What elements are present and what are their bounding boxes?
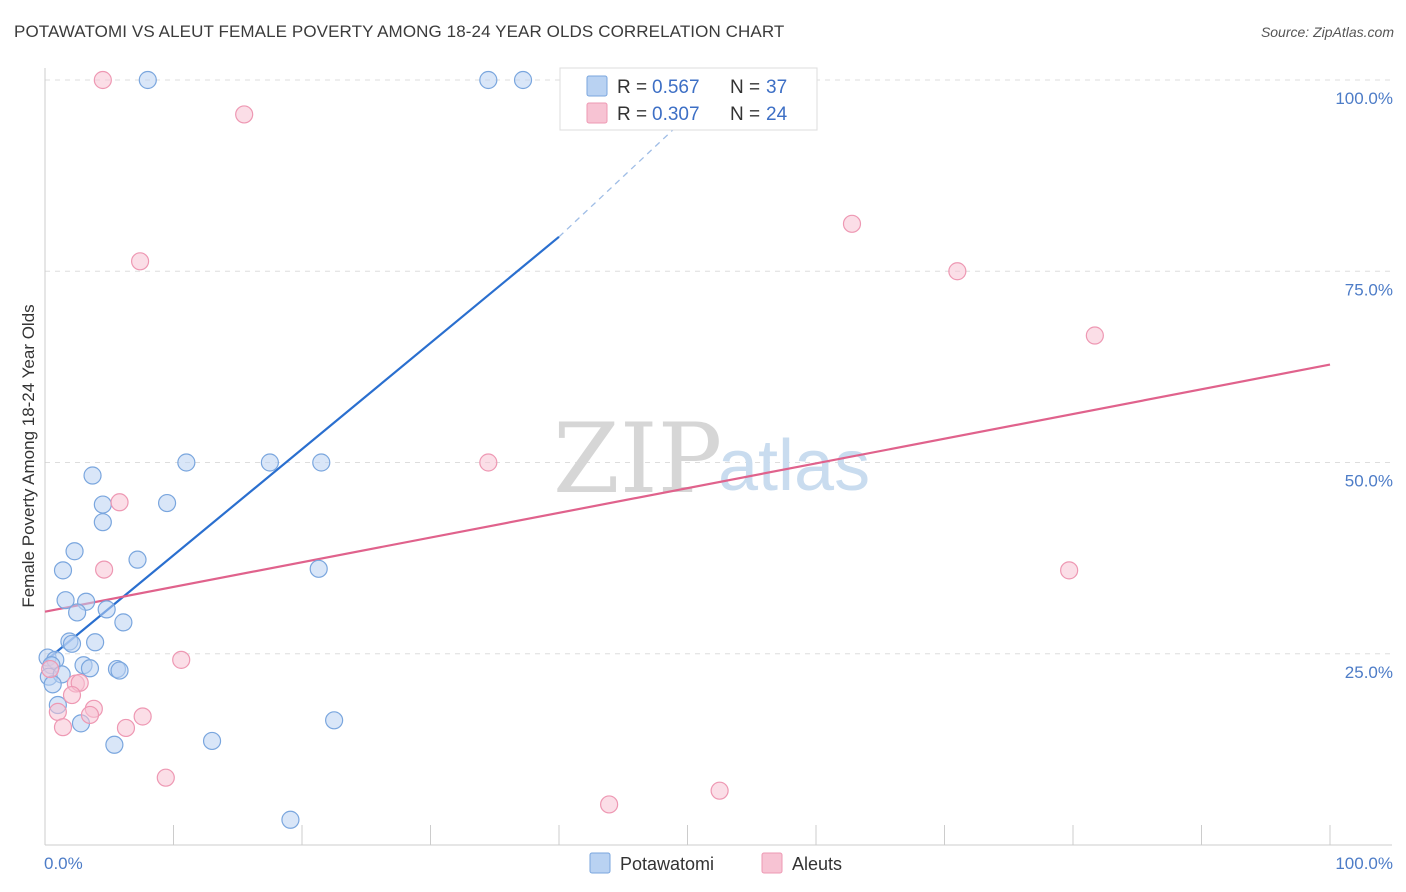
bottom-legend-swatch-aleuts bbox=[761, 852, 783, 874]
potawatomi-point-16 bbox=[68, 603, 87, 622]
y-tick-labels: 25.0% 50.0% 75.0% 100.0% bbox=[1335, 89, 1393, 682]
potawatomi-point-7 bbox=[312, 453, 331, 472]
watermark-atlas: atlas bbox=[718, 426, 870, 506]
aleuts-point-7 bbox=[110, 493, 129, 512]
y-axis-label: Female Poverty Among 18-24 Year Olds bbox=[19, 304, 38, 607]
aleuts-point-20 bbox=[116, 718, 136, 738]
potawatomi-point-12 bbox=[53, 561, 73, 580]
source-label: Source: ZipAtlas.com bbox=[1260, 24, 1394, 40]
potawatomi-trend-line bbox=[44, 235, 560, 663]
stats-legend: R = 0.567 N = 37 R = 0.307 N = 24 bbox=[559, 67, 818, 131]
series-legend: Potawatomi Aleuts bbox=[589, 852, 842, 874]
axes bbox=[44, 68, 1392, 846]
potawatomi-point-28 bbox=[110, 661, 129, 680]
chart-title: POTAWATOMI VS ALEUT FEMALE POVERTY AMONG… bbox=[14, 22, 785, 41]
aleuts-point-19 bbox=[53, 718, 73, 737]
trend-lines bbox=[44, 79, 1331, 663]
potawatomi-point-1 bbox=[479, 70, 498, 90]
potawatomi-point-9 bbox=[93, 513, 112, 532]
aleuts-point-15 bbox=[48, 702, 67, 721]
potawatomi-point-31 bbox=[43, 675, 62, 694]
x-tick-label-0: 0.0% bbox=[44, 854, 83, 873]
legend-swatch-potawatomi bbox=[586, 75, 608, 97]
aleuts-point-17 bbox=[80, 705, 100, 725]
aleuts-point-2 bbox=[130, 252, 150, 271]
potawatomi-point-13 bbox=[309, 559, 328, 578]
bottom-legend-aleuts: Aleuts bbox=[792, 854, 842, 874]
aleuts-point-0 bbox=[93, 70, 112, 90]
aleuts-point-10 bbox=[172, 650, 191, 669]
potawatomi-point-18 bbox=[114, 613, 133, 632]
y-tick-label-2: 75.0% bbox=[1345, 280, 1393, 299]
x-tick-label-1: 100.0% bbox=[1335, 854, 1393, 873]
potawatomi-point-2 bbox=[513, 70, 533, 90]
potawatomi-point-8 bbox=[93, 495, 112, 514]
data-points bbox=[38, 70, 1104, 829]
watermark-zip: ZIP bbox=[553, 403, 722, 515]
potawatomi-point-20 bbox=[62, 634, 82, 653]
aleuts-point-1 bbox=[235, 105, 254, 124]
aleuts-point-18 bbox=[133, 707, 152, 726]
y-tick-label-3: 100.0% bbox=[1335, 89, 1393, 108]
legend-n-label-2: N = bbox=[730, 104, 760, 125]
bottom-legend-potawatomi: Potawatomi bbox=[620, 854, 714, 874]
potawatomi-point-36 bbox=[325, 711, 344, 730]
legend-r-label-2: R = bbox=[617, 104, 647, 125]
legend-r-value-2: 0.307 bbox=[652, 104, 700, 125]
legend-r-value-1: 0.567 bbox=[652, 77, 700, 98]
potawatomi-point-5 bbox=[177, 453, 196, 472]
potawatomi-point-6 bbox=[260, 453, 279, 472]
aleuts-point-9 bbox=[1060, 561, 1079, 580]
x-tick-labels: 0.0% 100.0% bbox=[44, 854, 1393, 873]
potawatomi-point-11 bbox=[128, 550, 147, 569]
potawatomi-point-17 bbox=[97, 600, 116, 619]
y-tick-label-1: 50.0% bbox=[1345, 472, 1393, 491]
potawatomi-point-26 bbox=[80, 659, 100, 678]
aleuts-point-23 bbox=[710, 781, 729, 800]
legend-n-value-1: 37 bbox=[766, 77, 787, 98]
legend-n-value-2: 24 bbox=[766, 104, 788, 125]
aleuts-point-22 bbox=[600, 795, 619, 814]
potawatomi-point-34 bbox=[105, 735, 124, 754]
y-tick-label-0: 25.0% bbox=[1345, 663, 1393, 682]
legend-r-label-1: R = bbox=[617, 77, 647, 98]
potawatomi-point-0 bbox=[138, 70, 157, 90]
gridlines bbox=[45, 79, 1392, 655]
potawatomi-point-37 bbox=[281, 810, 300, 829]
potawatomi-point-35 bbox=[202, 731, 222, 751]
aleuts-point-21 bbox=[156, 768, 175, 787]
aleuts-point-5 bbox=[1085, 326, 1104, 345]
aleuts-point-14 bbox=[62, 685, 82, 705]
potawatomi-point-14 bbox=[56, 591, 75, 610]
aleuts-point-6 bbox=[479, 453, 498, 472]
aleuts-point-8 bbox=[95, 560, 114, 579]
potawatomi-point-21 bbox=[86, 633, 105, 652]
aleuts-point-3 bbox=[842, 214, 862, 233]
aleuts-point-4 bbox=[948, 262, 967, 281]
potawatomi-point-3 bbox=[83, 466, 102, 485]
potawatomi-point-4 bbox=[157, 493, 177, 513]
potawatomi-point-10 bbox=[65, 542, 84, 561]
bottom-legend-swatch-potawatomi bbox=[589, 852, 611, 874]
legend-n-label-1: N = bbox=[730, 77, 760, 98]
aleuts-trend-line bbox=[44, 363, 1331, 613]
legend-swatch-aleuts bbox=[586, 102, 608, 124]
aleuts-point-11 bbox=[41, 659, 60, 679]
